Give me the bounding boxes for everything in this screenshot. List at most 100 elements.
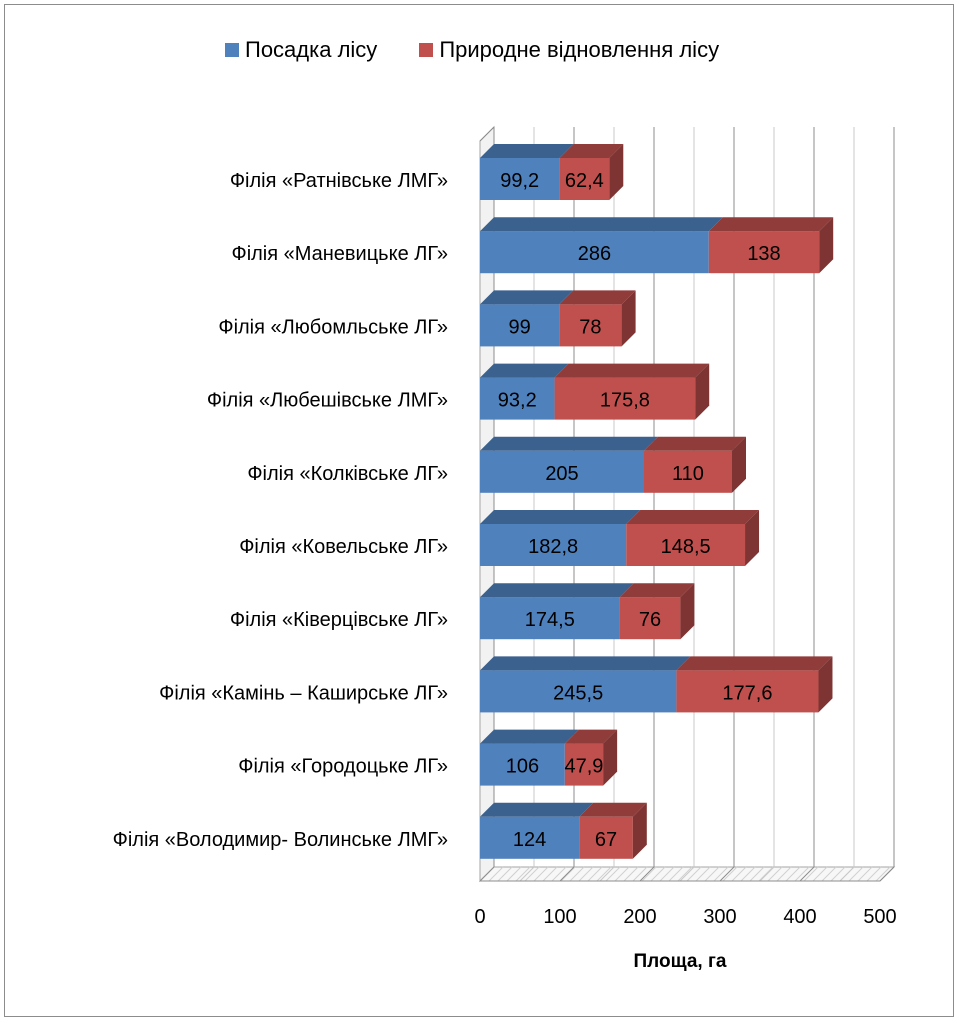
floor-hatch: [533, 866, 549, 882]
bar-natural-regeneration: [644, 450, 732, 493]
category-label: Філія «Колківське ЛГ»: [247, 463, 448, 485]
bar-top-face: [559, 144, 624, 158]
bar-planting: [480, 304, 560, 347]
data-label: 99,2: [500, 170, 539, 192]
data-label: 177,6: [722, 682, 772, 704]
gridline-floor: [519, 866, 535, 882]
floor-hatch: [524, 866, 540, 882]
gridline-floor: [759, 866, 775, 882]
floor-hatch: [650, 866, 666, 882]
x-tick-label: 0: [474, 906, 485, 928]
floor-hatch: [551, 866, 567, 882]
x-tick-label: 500: [863, 906, 896, 928]
floor-hatch: [812, 866, 828, 882]
floor-hatch: [731, 866, 747, 882]
gridline-floor: [599, 866, 615, 882]
category-label: Філія «Ковельське ЛГ»: [239, 536, 448, 558]
floor-hatch: [668, 866, 684, 882]
gridline-floor: [639, 866, 655, 882]
legend-swatch-planting: [225, 43, 239, 57]
bar-top-face: [480, 583, 634, 598]
legend-label-planting: Посадка лісу: [245, 37, 378, 62]
bar-side-face: [621, 290, 636, 347]
x-tick-label: 400: [783, 906, 816, 928]
floor-hatch: [488, 866, 504, 882]
bar-side-face: [609, 144, 624, 200]
category-label: Філія «Володимир- Волинське ЛМГ»: [113, 829, 448, 851]
floor-hatch: [569, 866, 585, 882]
category-label: Філія «Любешівське ЛМГ»: [207, 390, 448, 412]
bar-planting: [480, 231, 709, 274]
bar-top-face: [554, 363, 710, 378]
data-label: 110: [672, 463, 704, 485]
floor-hatch: [542, 866, 558, 882]
floor-hatch: [794, 866, 810, 882]
category-label: Філія «Ківерцівське ЛГ»: [230, 609, 448, 631]
bar-natural-regeneration: [619, 597, 681, 640]
bar-planting: [480, 450, 644, 493]
legend-swatch-natural-regeneration: [419, 43, 434, 57]
bar-side-face: [680, 583, 695, 640]
data-label: 78: [579, 316, 601, 338]
category-label: Філія «Городоцьке ЛГ»: [238, 756, 448, 778]
bar-side-face: [732, 436, 746, 493]
bar-side-face: [745, 510, 760, 566]
bar-top-face: [480, 510, 641, 524]
data-label: 93,2: [498, 390, 537, 412]
floor-hatch: [785, 866, 801, 882]
data-label: 175,8: [600, 390, 650, 412]
bar-top-face: [564, 729, 618, 744]
bar-natural-regeneration: [676, 670, 819, 713]
gridline-floor: [559, 866, 575, 882]
data-label: 205: [545, 463, 578, 485]
floor-hatch: [740, 866, 756, 882]
data-label: 245,5: [553, 682, 603, 704]
data-label: 148,5: [661, 536, 711, 558]
category-label: Філія «Любомльське ЛГ»: [218, 316, 448, 338]
bar-top-face: [480, 363, 569, 378]
bar-natural-regeneration: [554, 377, 696, 420]
data-label: 106: [506, 756, 539, 778]
bar-planting: [480, 816, 580, 859]
floor-hatch: [560, 866, 576, 882]
floor-hatch: [749, 866, 765, 882]
category-label: Філія «Ратнівське ЛМГ»: [230, 170, 448, 192]
category-label: Філія «Камінь – Каширське ЛГ»: [159, 682, 448, 704]
floor-hatch: [614, 866, 630, 882]
bar-top-face: [480, 802, 594, 817]
x-tick-label: 200: [623, 906, 656, 928]
x-tick-label: 100: [543, 906, 576, 928]
bar-top-face: [676, 656, 833, 671]
floor-hatch: [776, 866, 792, 882]
bar-top-face: [579, 802, 647, 817]
data-label: 182,8: [528, 536, 578, 558]
gridline-floor: [799, 866, 815, 882]
bar-side-face: [632, 802, 647, 859]
floor-hatch: [596, 866, 612, 882]
bar-top-face: [480, 217, 723, 232]
bar-side-face: [818, 656, 833, 713]
bar-planting: [480, 670, 677, 713]
bar-natural-regeneration: [559, 304, 622, 347]
gridline-floor: [679, 866, 695, 882]
floor-hatch: [830, 866, 846, 882]
data-label: 76: [639, 609, 661, 631]
bar-natural-regeneration: [579, 816, 633, 859]
floor-hatch: [848, 866, 864, 882]
bar-planting: [480, 377, 555, 420]
floor-hatch: [632, 866, 648, 882]
bar-top-face: [644, 436, 746, 451]
bar-planting: [480, 743, 565, 786]
bar-top-face: [480, 290, 574, 305]
floor-hatch: [605, 866, 621, 882]
bar-side-face: [695, 363, 710, 420]
gridline-floor: [879, 866, 895, 882]
data-label: 286: [578, 243, 611, 265]
data-label: 67: [595, 829, 617, 851]
bar-natural-regeneration: [559, 158, 610, 200]
bar-natural-regeneration: [626, 524, 746, 566]
floor-hatch: [866, 866, 882, 882]
legend: Посадка лісу Природне відновлення лісу: [225, 37, 719, 63]
bar-top-face: [480, 144, 574, 158]
bar-top-face: [708, 217, 834, 232]
